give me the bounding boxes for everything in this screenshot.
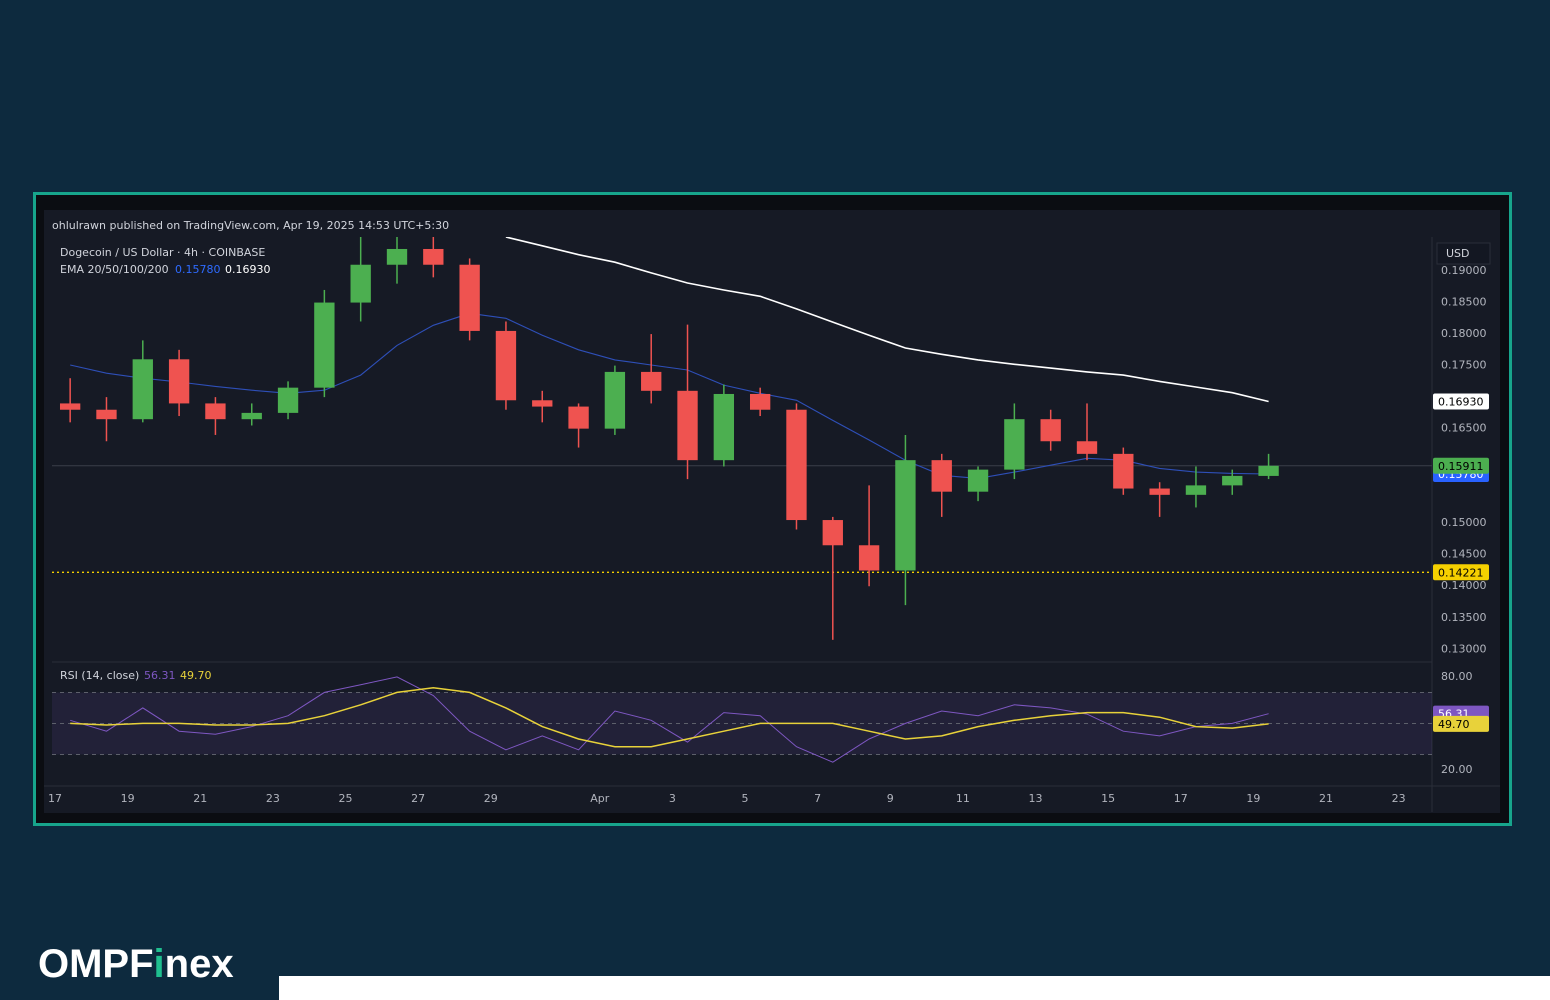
brand-part: i <box>154 942 165 986</box>
y-tick-label: 0.14500 <box>1441 548 1487 561</box>
x-tick-label: 27 <box>411 792 425 805</box>
price-tag <box>1433 564 1489 581</box>
candle-body <box>423 248 444 265</box>
price-tag <box>1433 457 1489 474</box>
candle-body <box>1076 441 1098 454</box>
symbol-title: Dogecoin / US Dollar · 4h · COINBASE <box>60 246 265 259</box>
x-tick-label: 3 <box>669 792 676 805</box>
price-tag-label: 49.70 <box>1438 718 1470 731</box>
x-tick-label: 13 <box>1029 792 1043 805</box>
x-tick-label: 17 <box>48 792 62 805</box>
candle-body <box>386 248 408 265</box>
price-tag-label: 0.15911 <box>1438 460 1484 473</box>
currency: USD <box>1446 247 1470 260</box>
candle-body <box>749 393 771 410</box>
x-tick-label: 25 <box>339 792 353 805</box>
candle-body <box>786 409 807 521</box>
candle-body <box>713 393 735 461</box>
candle-body <box>568 406 589 429</box>
x-tick-label: 15 <box>1101 792 1115 805</box>
x-tick-label: Apr <box>590 792 610 805</box>
candle-body <box>895 460 916 571</box>
x-tick-label: 21 <box>193 792 207 805</box>
currency-box <box>1436 242 1491 265</box>
y-tick-label: 0.15000 <box>1441 516 1487 529</box>
ema200-legend: 0.16930 <box>225 263 271 276</box>
candle-body <box>1004 419 1025 470</box>
price-pane <box>52 237 1432 640</box>
x-tick-label: 19 <box>121 792 135 805</box>
y-tick-label: 0.17500 <box>1441 359 1487 372</box>
price-tag <box>1433 393 1489 410</box>
y-tick-label: 0.16500 <box>1441 422 1487 435</box>
candle-body <box>314 302 335 388</box>
y-tick-label: 20.00 <box>1441 763 1473 776</box>
candle-body <box>59 403 81 410</box>
ema50-legend: 0.15780 <box>175 263 221 276</box>
indicator-name: EMA 20/50/100/200 <box>60 263 169 276</box>
price-tag-label: 0.16930 <box>1438 396 1484 409</box>
candle-body <box>459 264 480 331</box>
candle-body <box>495 330 517 401</box>
candle-body <box>641 371 662 391</box>
x-tick-label: 7 <box>814 792 821 805</box>
y-tick-label: 0.19000 <box>1441 264 1487 277</box>
candle-body <box>1222 475 1243 486</box>
rsi-ma-legend: 49.70 <box>180 669 212 682</box>
candle-body <box>168 359 190 404</box>
ema-line <box>70 312 1269 479</box>
candle-body <box>1149 488 1170 495</box>
footer-bar <box>279 976 1550 1000</box>
candle-body <box>822 520 843 546</box>
candle-body <box>931 460 952 492</box>
candle-body <box>532 400 553 407</box>
brand-logo: OMPFinex <box>38 942 234 986</box>
candle-body <box>1113 453 1134 489</box>
x-tick-label: 21 <box>1319 792 1333 805</box>
y-tick-label: 0.18000 <box>1441 327 1487 340</box>
y-tick-label: 0.13000 <box>1441 642 1487 655</box>
axes: 0.19000 0.18500 0.18000 0.17500 0.16500 0.150… <box>48 264 1489 805</box>
x-tick-label: 23 <box>1392 792 1406 805</box>
candle-body <box>96 409 117 420</box>
x-tick-label: 5 <box>742 792 749 805</box>
price-tag <box>1433 715 1489 732</box>
published-note: ohlulrawn published on TradingView.com, … <box>52 219 449 232</box>
x-tick-label: 23 <box>266 792 280 805</box>
x-tick-label: 29 <box>484 792 498 805</box>
candle-body <box>1185 485 1207 495</box>
price-tag-label: 0.14221 <box>1438 566 1484 579</box>
y-tick-label: 0.13500 <box>1441 611 1487 624</box>
rsi-title: RSI (14, close) <box>60 669 139 682</box>
rsi-line <box>70 687 1269 748</box>
candle-body <box>677 390 698 461</box>
candle-body <box>350 264 371 303</box>
y-tick-label: 0.14000 <box>1441 579 1487 592</box>
brand-part: nex <box>165 942 234 986</box>
chart-panel <box>44 210 1500 813</box>
rsi-legend: 56.31 <box>144 669 176 682</box>
x-tick-label: 11 <box>956 792 970 805</box>
rsi-pane <box>52 676 1432 763</box>
y-tick-label: 0.18500 <box>1441 296 1487 309</box>
candle-body <box>1258 465 1279 476</box>
candle-body <box>967 469 989 492</box>
ema-line <box>505 237 1269 403</box>
y-tick-label: 80.00 <box>1441 670 1473 683</box>
candle-body <box>241 412 262 420</box>
rsi-line <box>70 676 1269 763</box>
candle-body <box>604 371 626 429</box>
candle-body <box>1040 419 1061 442</box>
candle-body <box>858 545 880 571</box>
x-tick-label: 17 <box>1174 792 1188 805</box>
x-tick-label: 9 <box>887 792 894 805</box>
candle-body <box>132 359 153 420</box>
candle-body <box>277 387 299 413</box>
brand-part: OMPF <box>38 942 154 986</box>
candle-body <box>205 403 226 420</box>
x-tick-label: 19 <box>1246 792 1260 805</box>
